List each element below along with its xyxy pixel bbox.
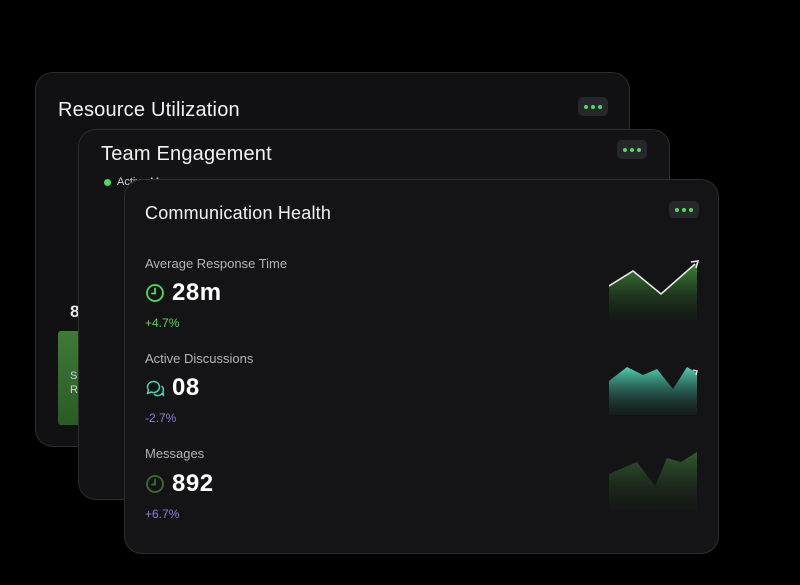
metric-value-row: 892 <box>145 470 214 498</box>
more-options-button[interactable] <box>578 97 608 116</box>
more-options-button[interactable] <box>617 140 647 159</box>
legend-dot-icon <box>104 178 111 186</box>
more-dots-icon <box>623 147 627 152</box>
metric-change: +6.7% <box>145 507 180 521</box>
metric-change: +4.7% <box>145 316 180 330</box>
metric-label: Messages <box>145 446 205 461</box>
clock-icon <box>146 475 164 493</box>
metric-value: 08 <box>172 374 200 401</box>
metric-label: Average Response Time <box>145 256 288 271</box>
discussions-sparkline <box>609 367 698 415</box>
response-time-sparkline <box>609 260 699 320</box>
bar-label-line-1: S <box>70 370 78 382</box>
more-options-button[interactable] <box>669 201 699 218</box>
metric-value-row: 08 <box>145 374 200 402</box>
messages-sparkline <box>609 452 697 510</box>
clock-icon <box>146 284 164 302</box>
metric-change: -2.7% <box>145 411 177 425</box>
chat-bubbles-icon <box>146 380 165 397</box>
utilization-bar <box>58 331 78 425</box>
card-title: Team Engagement <box>101 143 272 165</box>
metric-label: Active Discussions <box>145 351 254 366</box>
metric-value: 892 <box>172 470 214 497</box>
metric-value-row: 28m <box>145 279 222 307</box>
partial-value: 8 <box>70 302 80 321</box>
more-dots-icon <box>675 207 679 212</box>
communication-health-card: Communication Health Average Response Ti… <box>124 179 719 554</box>
card-title: Resource Utilization <box>58 99 240 121</box>
more-dots-icon <box>584 104 588 109</box>
metric-value: 28m <box>172 279 222 306</box>
card-title: Communication Health <box>145 203 332 223</box>
